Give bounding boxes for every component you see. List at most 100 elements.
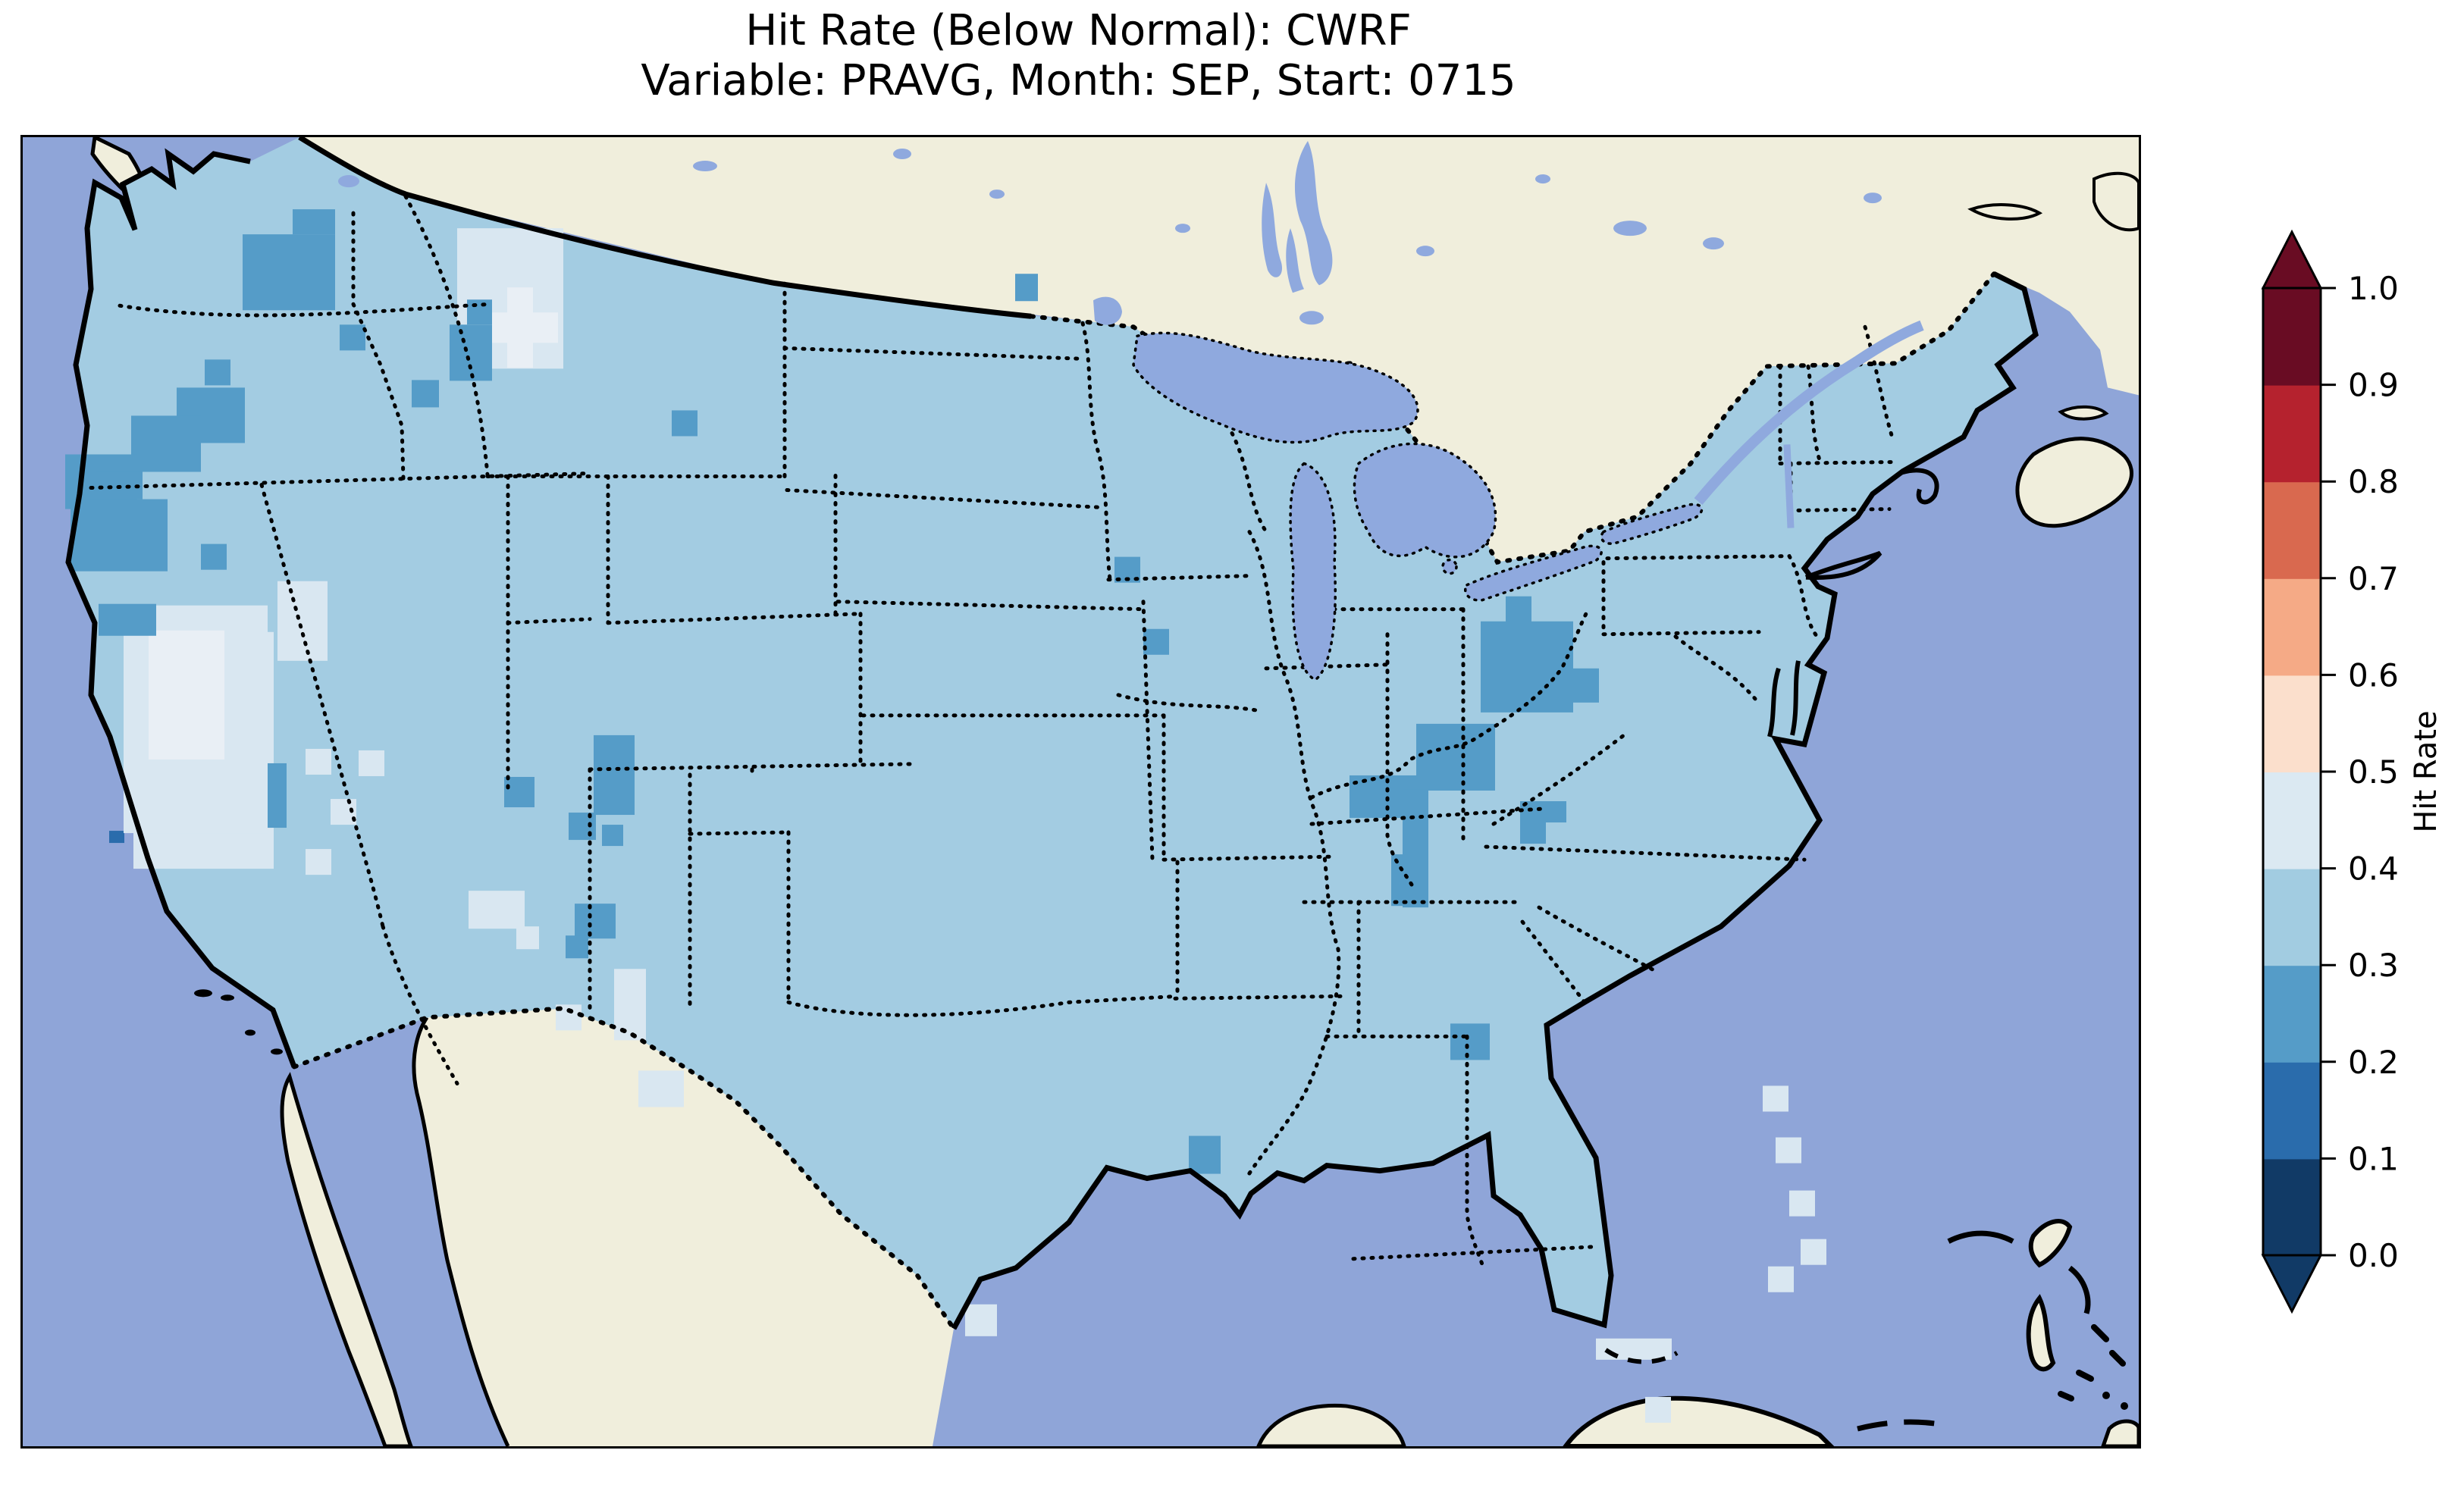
grid-cell bbox=[99, 603, 156, 636]
grid-cell bbox=[569, 813, 596, 841]
grid-cell bbox=[243, 234, 335, 311]
colorbar-segment bbox=[2263, 772, 2321, 869]
grid-cell bbox=[450, 324, 492, 381]
long-island bbox=[1804, 550, 1882, 581]
grid-cell bbox=[594, 734, 635, 816]
cuba-east-segment bbox=[1857, 1419, 1949, 1432]
grid-cell bbox=[507, 287, 533, 368]
grid-cell bbox=[469, 891, 525, 929]
grid-cell bbox=[131, 415, 201, 472]
grid-cell bbox=[1015, 274, 1038, 302]
lake-superior bbox=[1132, 331, 1419, 444]
grid-cell bbox=[1776, 1137, 1801, 1164]
grid-cell bbox=[566, 935, 588, 959]
colorbar-tick-label: 0.5 bbox=[2348, 753, 2399, 791]
colorbar-tick-label: 0.0 bbox=[2348, 1237, 2399, 1274]
colorbar-tick-label: 0.2 bbox=[2348, 1044, 2399, 1081]
bahamas-islands bbox=[1947, 1219, 2128, 1410]
map-axes-frame bbox=[20, 135, 2141, 1449]
colorbar-segment bbox=[2263, 288, 2321, 386]
lake-manitoba bbox=[1286, 228, 1304, 293]
lake-michigan bbox=[1289, 462, 1337, 681]
lake-of-the-woods bbox=[1093, 296, 1122, 325]
grid-cell bbox=[1450, 1023, 1490, 1060]
mexico-west-coastline bbox=[412, 1016, 510, 1446]
florida-keys bbox=[1604, 1348, 1679, 1364]
colorbar-segment bbox=[2263, 1158, 2321, 1256]
st-lawrence-river bbox=[1694, 320, 1924, 506]
grid-cell bbox=[124, 530, 158, 556]
grid-cell bbox=[1391, 854, 1415, 907]
baja-california bbox=[280, 1072, 413, 1446]
grid-cell bbox=[638, 1070, 684, 1107]
nova-scotia bbox=[2015, 437, 2133, 528]
title-line-1: Hit Rate (Below Normal): CWRF bbox=[745, 6, 1412, 55]
colorbar-tick-label: 0.7 bbox=[2348, 560, 2399, 597]
grid-cell bbox=[965, 1304, 997, 1336]
grid-cell bbox=[504, 776, 534, 808]
colorbar-segment bbox=[2263, 578, 2321, 676]
us-mexico-border bbox=[292, 1006, 956, 1331]
grid-cell bbox=[205, 359, 230, 386]
figure-title: Hit Rate (Below Normal): CWRF Variable: … bbox=[20, 6, 2136, 106]
grid-cell bbox=[306, 849, 331, 875]
grid-cell bbox=[1189, 1135, 1221, 1174]
us-landmass bbox=[68, 137, 2036, 1329]
canada-landmass bbox=[174, 137, 2139, 562]
state-borders bbox=[89, 194, 1898, 1269]
lake-huron bbox=[1353, 442, 1497, 559]
colorbar-segment bbox=[2263, 965, 2321, 1063]
colorbar-segment bbox=[2263, 1061, 2321, 1160]
hit-rate-grid-cells bbox=[65, 209, 1826, 1423]
lake-erie bbox=[1464, 544, 1603, 602]
colorbar: 0.0 0.1 0.2 0.3 0.4 0.5 0.6 0.7 0.8 0.9 1.0 Hit Ra… bbox=[2240, 205, 2464, 1387]
grid-cell bbox=[1801, 1239, 1826, 1265]
grid-cell bbox=[1763, 1085, 1788, 1112]
grid-cell bbox=[1573, 668, 1599, 703]
title-line-2: Variable: PRAVG, Month: SEP, Start: 0715 bbox=[641, 56, 1516, 105]
grid-cell bbox=[412, 380, 439, 408]
grid-cell bbox=[359, 750, 384, 776]
canada-lakes bbox=[338, 141, 1882, 325]
yucatan bbox=[1256, 1403, 1406, 1446]
colorbar-tick-label: 0.8 bbox=[2348, 463, 2399, 500]
grid-cell bbox=[293, 209, 335, 235]
colorbar-tick-label: 1.0 bbox=[2348, 270, 2399, 307]
cape-cod bbox=[1901, 468, 1939, 505]
channel-islands bbox=[194, 989, 283, 1055]
newfoundland-fragment bbox=[2093, 171, 2139, 232]
grid-cell bbox=[575, 904, 616, 939]
grid-cell bbox=[1545, 801, 1566, 823]
lake-winnipeg bbox=[1294, 141, 1333, 286]
pacific-coastline bbox=[65, 148, 297, 1068]
colorbar-extend-arrow bbox=[2261, 1254, 2323, 1314]
grid-cell bbox=[306, 748, 331, 775]
map-canvas bbox=[23, 137, 2139, 1446]
lake-st-clair bbox=[1441, 558, 1458, 575]
mexico-mainland bbox=[413, 1008, 954, 1446]
chesapeake-bay bbox=[1767, 660, 1801, 738]
grid-cell bbox=[1789, 1190, 1815, 1217]
grid-cell bbox=[340, 324, 365, 351]
colorbar-tick-label: 0.3 bbox=[2348, 947, 2399, 984]
grid-cell bbox=[1506, 596, 1531, 622]
grid-cell bbox=[614, 969, 646, 1041]
colorbar-segment bbox=[2263, 675, 2321, 772]
colorbar-extend-arrow bbox=[2261, 229, 2323, 290]
grid-cell bbox=[1768, 1266, 1794, 1292]
cuba bbox=[1563, 1395, 1835, 1446]
lake-winnipegosis bbox=[1262, 183, 1282, 277]
grid-cell bbox=[1143, 628, 1169, 655]
lake-champlain bbox=[1783, 444, 1795, 528]
hispaniola-corner bbox=[2101, 1419, 2139, 1446]
grid-cell bbox=[149, 630, 224, 760]
colorbar-tick-label: 0.9 bbox=[2348, 367, 2399, 404]
grid-cell bbox=[1520, 801, 1546, 844]
atlantic-gulf-coastline bbox=[951, 271, 2039, 1330]
grid-cell bbox=[602, 825, 623, 847]
colorbar-tick-label: 0.6 bbox=[2348, 656, 2399, 694]
grid-cell bbox=[1481, 621, 1573, 713]
grid-cell bbox=[109, 831, 124, 844]
grid-cell bbox=[1645, 1396, 1671, 1423]
